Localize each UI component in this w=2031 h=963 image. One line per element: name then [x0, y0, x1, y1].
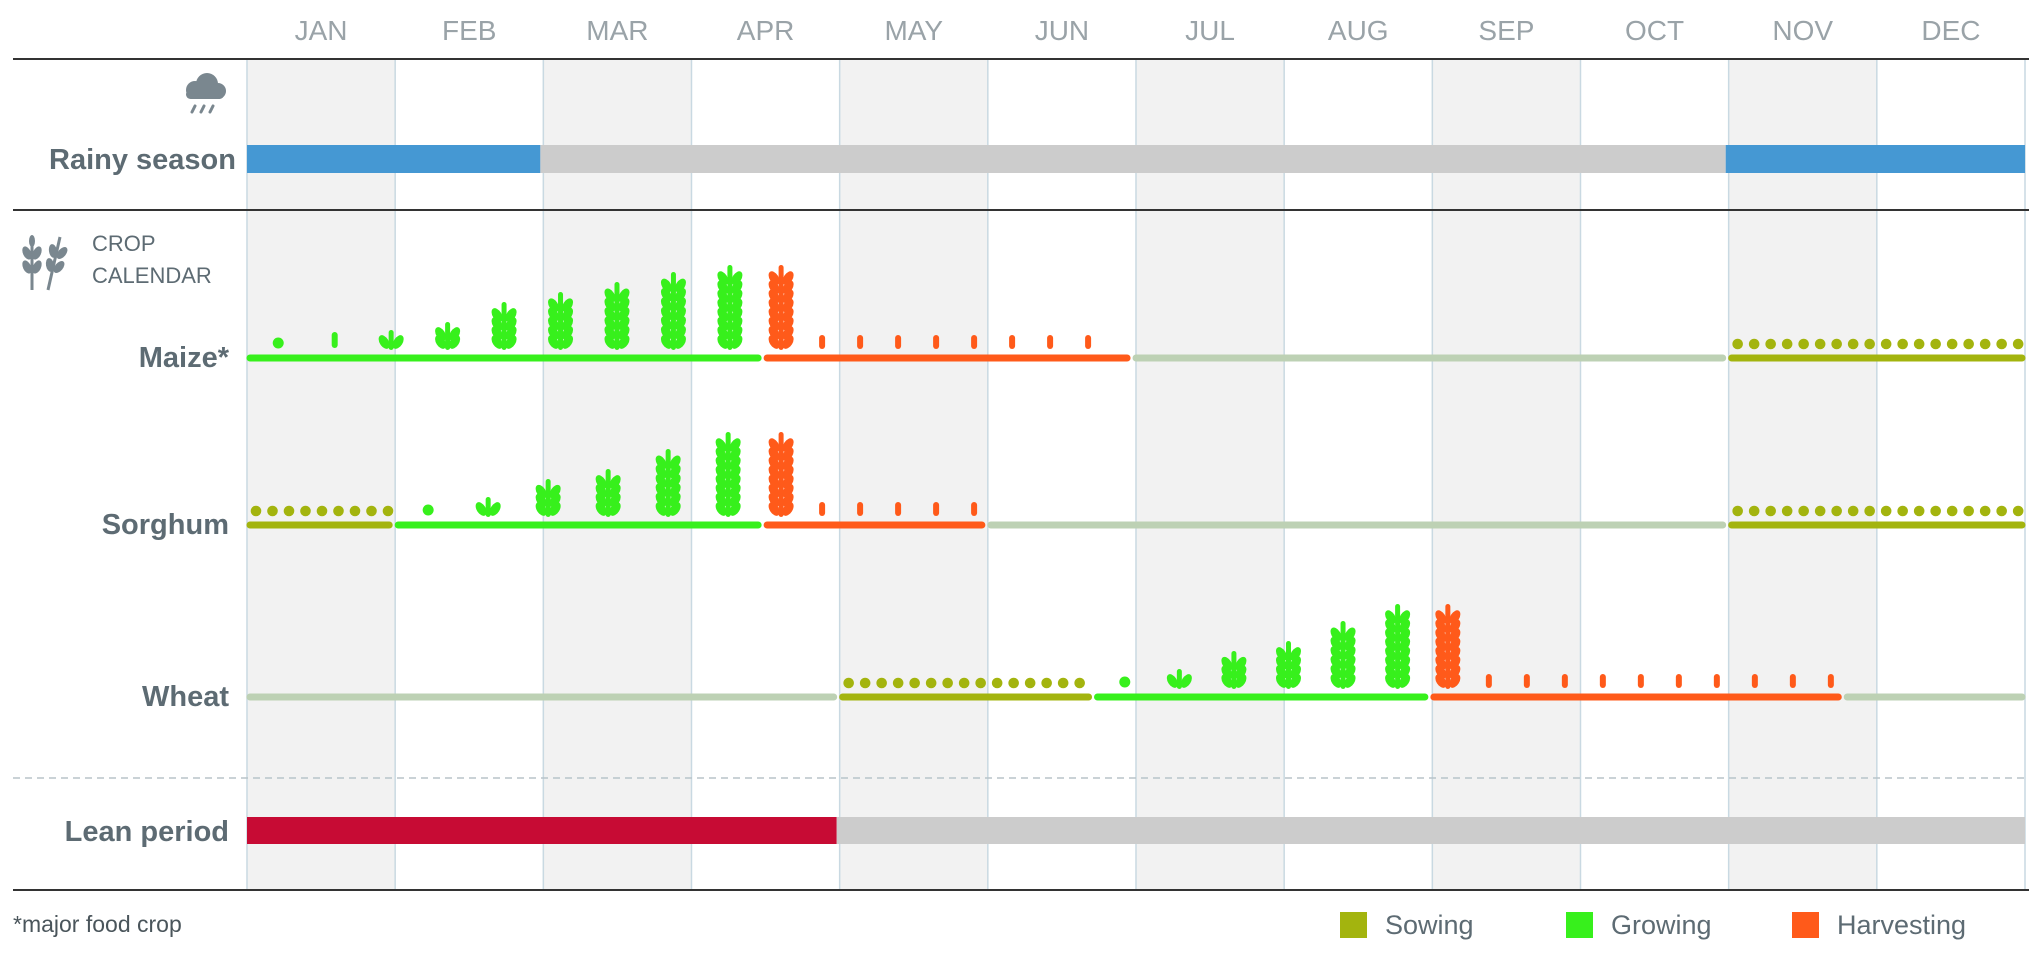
- plant-glyph: [1385, 604, 1411, 689]
- rainy-season-row: Rainy season: [49, 73, 2025, 176]
- sowing-markers: [843, 677, 1085, 689]
- month-label-apr: APR: [737, 15, 795, 46]
- legend-label: Harvesting: [1837, 910, 1966, 940]
- month-label-feb: FEB: [442, 15, 496, 46]
- month-label-jul: JUL: [1185, 15, 1235, 46]
- growing-markers: [422, 432, 741, 517]
- legend-label: Growing: [1611, 910, 1712, 940]
- legend-label: Sowing: [1385, 910, 1474, 940]
- plant-glyph: [715, 432, 741, 517]
- growing-markers: [1119, 604, 1411, 689]
- plant-glyph: [660, 272, 686, 350]
- harvesting-markers: [768, 265, 1092, 350]
- plant-glyph: [768, 432, 794, 517]
- legend-item-growing: Growing: [1566, 910, 1712, 940]
- plant-glyph: [1330, 621, 1356, 689]
- growing-markers: [272, 265, 743, 350]
- plant-glyph: [272, 337, 284, 349]
- legend: Sowing Growing Harvesting: [1340, 910, 1966, 940]
- month-shade-may: [839, 59, 988, 890]
- sowing-markers: [1732, 505, 2024, 517]
- plant-glyph: [1119, 676, 1131, 688]
- footnote: *major food crop: [13, 911, 182, 937]
- legend-item-harvesting: Harvesting: [1792, 910, 1966, 940]
- plant-glyph: [548, 292, 574, 350]
- lean-bar-lean: [247, 817, 837, 844]
- legend-item-sowing: Sowing: [1340, 910, 1474, 940]
- month-label-jun: JUN: [1035, 15, 1089, 46]
- crop-calendar-section: CROP CALENDAR Maize* Sorghum Wheat: [22, 231, 2026, 713]
- plant-glyph: [768, 265, 794, 350]
- crop-label: Wheat: [142, 681, 229, 713]
- legend-swatch: [1340, 912, 1367, 938]
- month-label-nov: NOV: [1772, 15, 1833, 46]
- crop-calendar-title-line1: CROP: [92, 231, 156, 256]
- crop-row-maize: Maize*: [139, 265, 2026, 374]
- month-label-jan: JAN: [295, 15, 348, 46]
- plant-glyph: [604, 282, 630, 350]
- month-label-mar: MAR: [586, 15, 648, 46]
- sowing-markers: [250, 505, 394, 517]
- lean-period-label: Lean period: [65, 816, 229, 848]
- plant-glyph: [378, 330, 404, 350]
- plant-glyph: [422, 504, 434, 516]
- plant-glyph: [331, 332, 338, 348]
- plant-glyph: [1221, 651, 1247, 689]
- crop-calendar-title-line2: CALENDAR: [92, 263, 212, 288]
- harvesting-markers: [1435, 604, 1834, 689]
- month-label-dec: DEC: [1921, 15, 1980, 46]
- plant-glyph: [595, 469, 621, 517]
- crop-label: Maize*: [139, 342, 230, 374]
- month-label-aug: AUG: [1328, 15, 1389, 46]
- plant-glyph: [1166, 669, 1192, 689]
- plant-glyph: [1435, 604, 1461, 689]
- lean-period-row: Lean period: [65, 816, 2025, 848]
- month-label-may: MAY: [884, 15, 943, 46]
- month-shade-sep: [1432, 59, 1581, 890]
- legend-swatch: [1566, 912, 1593, 938]
- wheat-icon: [22, 235, 68, 291]
- crop-label: Sorghum: [102, 509, 229, 541]
- lean-bar-inactive: [836, 817, 2025, 844]
- rainy-season-label: Rainy season: [49, 144, 236, 176]
- plant-glyph: [475, 497, 501, 517]
- plant-glyph: [491, 302, 517, 350]
- rain-cloud-icon: [186, 73, 226, 114]
- month-label-oct: OCT: [1625, 15, 1684, 46]
- month-shade-jan: [247, 59, 396, 890]
- legend-swatch: [1792, 912, 1819, 938]
- sowing-markers: [1732, 338, 2024, 350]
- harvesting-markers: [768, 432, 978, 517]
- month-shade-jul: [1136, 59, 1285, 890]
- month-labels: JAN FEB MAR APR MAY JUN JUL AUG SEP OCT NOV DEC: [295, 15, 1981, 46]
- month-shade-nov: [1728, 59, 1877, 890]
- crop-row-wheat: Wheat: [142, 604, 2026, 713]
- rainy-bar-rainy: [1725, 145, 2025, 173]
- crop-row-sorghum: Sorghum: [102, 432, 2026, 541]
- plant-glyph: [717, 265, 743, 350]
- month-label-sep: SEP: [1478, 15, 1534, 46]
- plant-glyph: [535, 479, 561, 517]
- month-columns: [246, 59, 2026, 890]
- plant-glyph: [435, 322, 461, 350]
- plant-glyph: [1275, 641, 1301, 689]
- rainy-bar-inactive: [540, 145, 1726, 173]
- rainy-bar-rainy: [247, 145, 541, 173]
- section-dividers: [13, 58, 2029, 891]
- plant-glyph: [655, 449, 681, 517]
